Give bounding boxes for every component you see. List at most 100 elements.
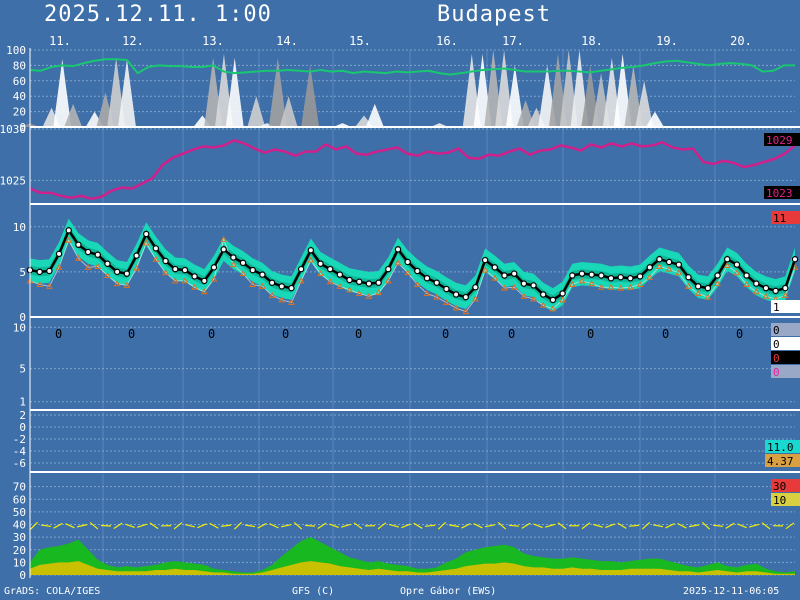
temperature-point — [152, 245, 160, 252]
wind-panel-y-tick: 20 — [13, 544, 26, 557]
range-legend-min: 4.37 — [767, 455, 794, 468]
range-panel-y-tick: -6 — [13, 457, 26, 470]
dewpoint-marker — [472, 295, 479, 302]
temperature-point — [549, 296, 557, 304]
temperature-point — [665, 258, 673, 266]
temp-panel-y-tick: 0 — [19, 311, 26, 324]
pressure-max-label-box — [764, 133, 800, 146]
temperature-point — [278, 283, 285, 290]
cloud-cover-spike — [505, 65, 524, 127]
range-panel-y-tick: -2 — [13, 433, 26, 446]
daily-precip-total: 0 — [282, 327, 289, 341]
wind-panel-y-tick: 0 — [19, 569, 26, 582]
temperature-point — [336, 271, 344, 278]
dewpoint-marker — [307, 256, 315, 263]
dewpoint-marker — [65, 236, 73, 243]
forecast-datetime: 2025.12.11. 1:00 — [44, 2, 272, 27]
temperature-point — [288, 284, 295, 292]
temperature-point — [317, 260, 324, 267]
wind-panel-y-tick: 70 — [13, 481, 26, 494]
wind-panel-y-tick: 30 — [13, 531, 26, 544]
dewpoint-marker — [627, 283, 634, 290]
temp-min-label: 1 — [773, 301, 780, 314]
cloud-panel-y-tick: 20 — [13, 106, 26, 119]
day-label: 12. — [122, 34, 144, 48]
temperature-point — [675, 261, 682, 268]
cloud-panel-y-tick: 100 — [6, 44, 26, 57]
dewpoint-marker — [317, 270, 324, 277]
wind-barb — [413, 522, 423, 529]
precip-panel-y-tick: 1 — [19, 396, 26, 409]
wind-barb — [185, 523, 195, 528]
dewpoint-marker — [588, 280, 595, 287]
cloud-cover-spike — [635, 80, 654, 127]
wind-barb — [257, 522, 267, 529]
wind-legend-gust: 30 — [773, 480, 786, 493]
dewpoint-marker — [646, 273, 654, 280]
wind-mean-area — [30, 561, 795, 575]
temperature-point — [791, 256, 799, 263]
wind-barb — [437, 521, 447, 530]
dewpoint-marker — [423, 290, 431, 297]
temp-min-label-box — [771, 300, 800, 313]
dewpoint-marker — [394, 259, 402, 266]
dewpoint-marker — [249, 280, 257, 288]
day-label: 15. — [349, 34, 371, 48]
dewpoint-marker — [694, 290, 702, 297]
dewpoint-marker — [162, 269, 169, 276]
wind-barb — [688, 524, 700, 528]
dewpoint-marker — [36, 280, 44, 288]
temperature-point — [36, 268, 43, 276]
temperature-point — [307, 247, 315, 254]
temperature-point — [423, 274, 431, 282]
dewpoint-marker — [220, 235, 228, 242]
dewpoint-marker — [520, 292, 528, 299]
wind-barb — [712, 524, 724, 527]
temperature-point — [259, 271, 266, 278]
temperature-point — [84, 248, 92, 256]
temperature-point — [481, 256, 489, 264]
dewpoint-marker — [268, 291, 276, 298]
day-label: 18. — [581, 34, 603, 48]
dewpoint-marker — [152, 255, 160, 262]
wind-barb — [30, 521, 38, 530]
wind-barb — [581, 522, 591, 530]
wind-barb — [233, 521, 243, 530]
wind-barb — [628, 524, 640, 527]
temperature-point — [472, 284, 479, 291]
dewpoint-marker — [636, 280, 644, 288]
wind-barb — [65, 523, 75, 529]
wind-barb — [545, 523, 555, 528]
wind-legend-mean: 10 — [773, 494, 786, 507]
temperature-point — [636, 273, 644, 280]
temperature-point — [123, 270, 131, 277]
dewpoint-marker — [355, 290, 363, 297]
range-legend-max-box — [765, 440, 800, 453]
dewpoint-marker — [685, 282, 692, 289]
dewpoint-marker — [617, 284, 625, 291]
temperature-point — [627, 274, 634, 282]
temperature-point — [714, 272, 721, 279]
temperature-point — [162, 257, 169, 265]
temperature-point — [414, 267, 421, 275]
temperature-point — [433, 279, 440, 286]
wind-barb — [173, 522, 183, 530]
wind-barb — [677, 522, 687, 529]
wind-panel-y-tick: 10 — [13, 556, 26, 569]
wind-barb — [53, 522, 63, 529]
dewpoint-marker — [762, 292, 770, 299]
daily-precip-total: 0 — [508, 327, 515, 341]
wind-barb — [557, 522, 567, 530]
dewpoint-marker — [501, 284, 508, 291]
temperature-point — [530, 282, 537, 289]
dewpoint-marker — [94, 262, 102, 269]
wind-barb — [461, 522, 471, 529]
dewpoint-marker — [326, 278, 334, 285]
temperature-point — [404, 258, 411, 266]
temperature-point — [394, 246, 402, 253]
cloud-cover-spike — [624, 65, 643, 127]
dewpoint-marker — [239, 270, 247, 277]
dewpoint-marker — [578, 277, 586, 284]
temperature-point — [452, 291, 460, 298]
